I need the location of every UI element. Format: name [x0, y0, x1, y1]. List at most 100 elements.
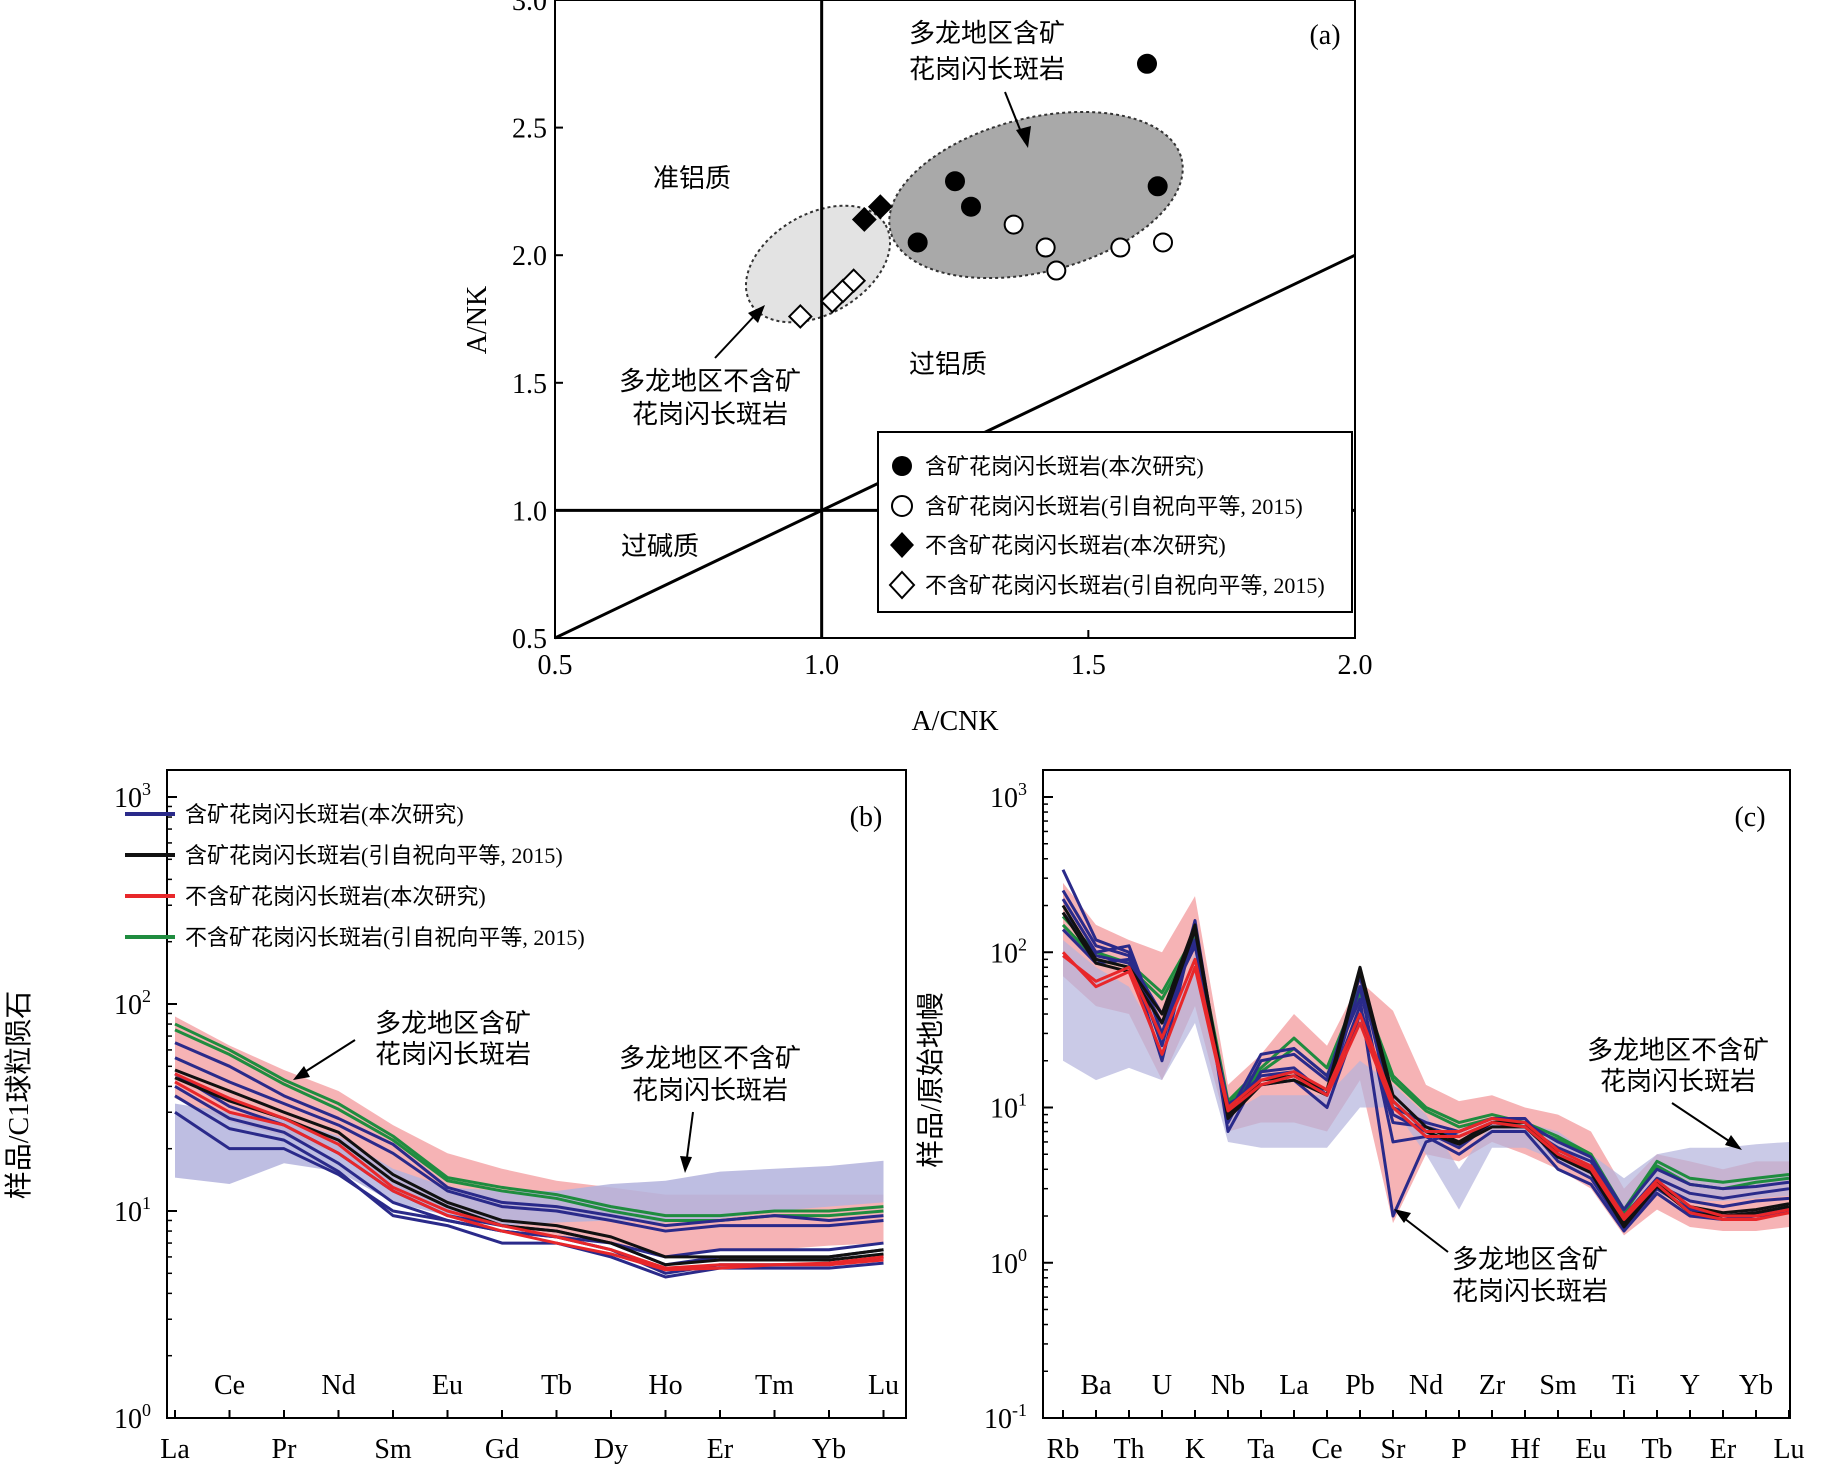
annotation-b-ore-bearing-line2: 花岗闪长斑岩 — [375, 1040, 531, 1069]
panel-c-y-tick-label: 101 — [990, 1090, 1027, 1125]
panel-a-label: (a) — [1309, 20, 1340, 51]
panel-c-category-label: Nb — [1211, 1370, 1245, 1401]
arrow-c-ore-barren-head — [1725, 1135, 1742, 1150]
annotation-c-ore-barren-line1: 多龙地区不含矿 — [1587, 1036, 1769, 1065]
panel-c-category-label: U — [1152, 1370, 1172, 1401]
legend-marker-open-diamond — [888, 570, 916, 600]
annotation-c-ore-bearing-line1: 多龙地区含矿 — [1452, 1245, 1608, 1274]
panel-c-category-label: K — [1185, 1434, 1205, 1464]
panel-b-y-tick-label: 102 — [114, 986, 151, 1021]
annotation-c-ore-barren-line2: 花岗闪长斑岩 — [1600, 1067, 1756, 1096]
point-filled-circle — [1137, 53, 1157, 74]
panel-b-category-label: Dy — [594, 1434, 628, 1464]
annotation-ore-bearing-line2: 花岗闪长斑岩 — [909, 55, 1065, 84]
y-axis-label-b: 样品/C1球粒陨石 — [3, 991, 35, 1199]
point-open-circle — [1003, 214, 1024, 235]
annotation-ore-bearing-line1: 多龙地区含矿 — [909, 19, 1065, 48]
panel-b-y-tick-label: 103 — [114, 779, 151, 814]
point-open-diamond — [841, 268, 867, 294]
panel-b-category-label: Pr — [272, 1434, 298, 1464]
legend-b-label-1: 含矿花岗闪长斑岩(引自祝向平等, 2015) — [185, 843, 563, 868]
region-label-metaluminous: 准铝质 — [653, 164, 731, 193]
y-tick-label: 1.0 — [512, 496, 547, 527]
panel-b-category-label: Ho — [648, 1370, 682, 1401]
arrow-c-ore-barren — [1671, 1102, 1736, 1146]
panel-c-category-label: Rb — [1047, 1434, 1080, 1464]
panel-c-category-label: Y — [1680, 1370, 1700, 1401]
arrow-b-ore-barren-head — [680, 1156, 692, 1173]
x-tick-label: 2.0 — [1338, 650, 1373, 681]
panel-b-category-label: Gd — [485, 1434, 519, 1464]
panel-b-category-label: Nd — [321, 1370, 355, 1401]
annotation-ore-barren-line2: 花岗闪长斑岩 — [632, 400, 788, 429]
arrow-b-ore-barren — [685, 1111, 694, 1166]
y-tick-label: 3.0 — [512, 0, 547, 17]
x-axis-label: A/CNK — [911, 706, 998, 737]
legend-a: 含矿花岗闪长斑岩(本次研究) 含矿花岗闪长斑岩(引自祝向平等, 2015) 不含… — [877, 431, 1353, 613]
panel-b-y-tick-label: 100 — [114, 1400, 151, 1435]
panel-b-series-line — [174, 1022, 884, 1218]
point-filled-circle — [907, 232, 928, 253]
panel-b-series-line — [174, 1068, 884, 1259]
panel-b-series-line — [174, 1056, 884, 1233]
panel-b-label: (b) — [850, 802, 883, 833]
legend-marker-open-circle — [891, 495, 913, 517]
panel-c-category-label: Ti — [1612, 1370, 1636, 1401]
annotation-c-ore-bearing-line2: 花岗闪长斑岩 — [1452, 1277, 1608, 1306]
y-tick-label: 1.5 — [512, 369, 547, 400]
panel-b: 100 101 102 103 Ce Nd Eu Tb Ho Tm Lu La Pr Sm Gd Dy Er Y… — [3, 769, 907, 1464]
panel-a: 0.5 1.0 1.5 2.0 0.5 1.0 1.5 2.0 2.5 3.0 (a) 准铝质 过… — [462, 0, 1373, 737]
arrow-ore-bearing-head — [1016, 126, 1031, 148]
point-filled-diamond — [851, 207, 877, 232]
y-tick-label: 0.5 — [512, 624, 547, 655]
panel-c-category-label: Yb — [1739, 1370, 1773, 1401]
panel-c-y-tick-label: 102 — [990, 934, 1027, 969]
point-filled-diamond — [867, 194, 893, 220]
legend-marker-filled-circle — [892, 456, 912, 476]
panel-c-label: (c) — [1734, 802, 1765, 833]
panel-c-frame — [1042, 769, 1791, 1419]
panel-b-frame — [166, 769, 907, 1419]
arrow-ore-barren — [714, 311, 759, 359]
panel-c-series-line — [1062, 954, 1790, 1218]
panel-c-category-label: La — [1279, 1370, 1309, 1401]
point-open-diamond — [787, 304, 813, 329]
point-open-circle — [1035, 237, 1056, 258]
field-ore-bearing — [888, 110, 1184, 280]
arrow-b-ore-bearing-head — [293, 1066, 310, 1080]
panel-b-field-band — [175, 1103, 884, 1226]
panel-b-series-line — [174, 1080, 884, 1272]
legend-b-label-3: 不含矿花岗闪长斑岩(引自祝向平等, 2015) — [185, 925, 585, 950]
legend-label-3: 不含矿花岗闪长斑岩(引自祝向平等, 2015) — [925, 573, 1325, 598]
point-filled-circle — [961, 196, 981, 217]
panel-b-series-line — [174, 1041, 884, 1228]
panel-c-category-label: Sr — [1381, 1434, 1407, 1464]
panel-b-category-label: Eu — [432, 1370, 463, 1401]
panel-b-category-label: Sm — [374, 1434, 412, 1464]
point-open-circle — [1153, 232, 1173, 253]
point-open-circle — [1110, 237, 1131, 258]
arrow-b-ore-bearing — [299, 1039, 356, 1076]
panel-c-category-label: Er — [1710, 1434, 1737, 1464]
annotation-ore-barren-line1: 多龙地区不含矿 — [619, 367, 801, 396]
region-label-peralkaline: 过碱质 — [621, 532, 699, 561]
point-open-circle — [1046, 260, 1067, 281]
panel-c-category-label: Tb — [1641, 1434, 1672, 1464]
legend-a-frame — [877, 431, 1353, 613]
panel-b-category-label: Tm — [755, 1370, 794, 1401]
panel-c-category-label: Sm — [1539, 1370, 1577, 1401]
panel-c-category-label: Lu — [1773, 1434, 1804, 1464]
y-tick-label: 2.0 — [512, 241, 547, 272]
panel-c-y-tick-label: 10-1 — [984, 1400, 1027, 1435]
panel-c-category-label: Nd — [1409, 1370, 1443, 1401]
panel-c-y-tick-label: 100 — [990, 1245, 1027, 1280]
point-filled-circle — [945, 171, 965, 192]
arrow-c-ore-bearing — [1399, 1214, 1449, 1253]
field-ore-barren — [744, 204, 892, 324]
panel-b-series-line — [174, 1094, 884, 1279]
legend-b: 含矿花岗闪长斑岩(本次研究) 含矿花岗闪长斑岩(引自祝向平等, 2015) 不含… — [125, 802, 585, 950]
panel-a-frame — [554, 0, 1356, 639]
panel-c-category-label: Pb — [1345, 1370, 1375, 1401]
x-tick-label: 0.5 — [538, 650, 573, 681]
